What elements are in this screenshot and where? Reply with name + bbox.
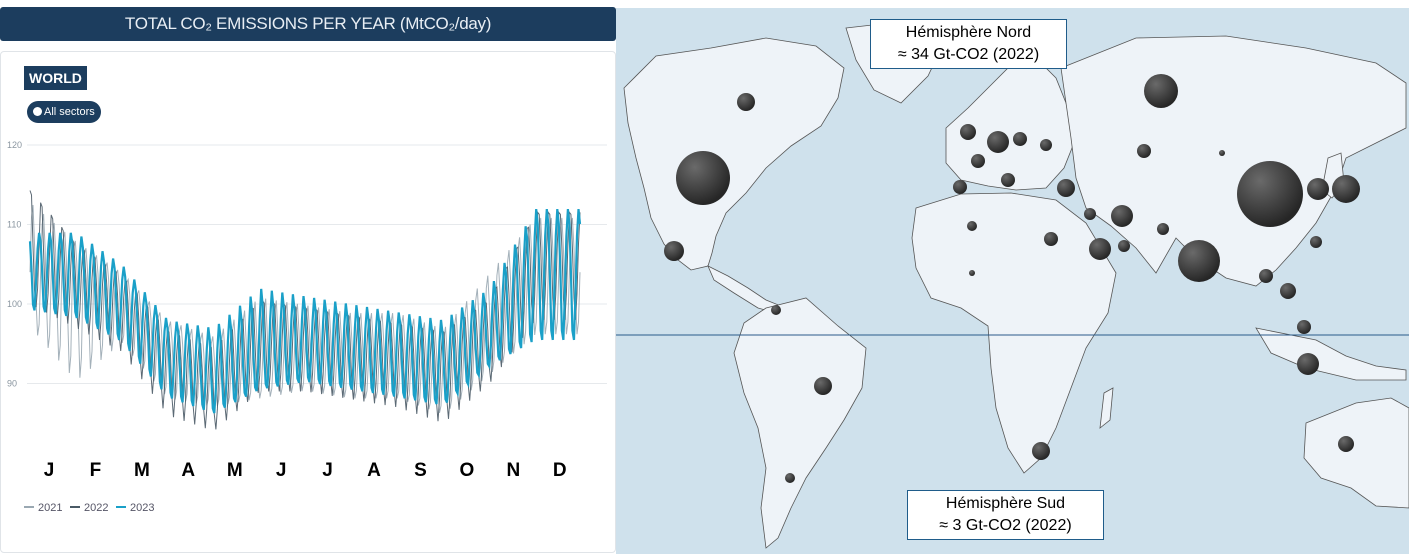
bubble-france (971, 154, 985, 168)
south-hemisphere-title: Hémisphère Sud (945, 495, 1066, 512)
bubble-uk (960, 124, 976, 140)
asia-landmass (1060, 35, 1407, 287)
bubble-australia (1338, 436, 1354, 452)
bubble-mexico (664, 241, 684, 261)
emissions-line-chart: 90 100 110 120 J F M A M J J A S O N D (7, 140, 607, 481)
south-america-landmass (733, 297, 867, 549)
bubble-malaysia (1297, 320, 1311, 334)
bubble-iran (1111, 205, 1133, 227)
bubble-pakistan (1157, 223, 1169, 235)
africa-landmass (911, 192, 1117, 474)
sector-filter-label: All sectors (44, 106, 95, 118)
series-line-2023 (28, 208, 582, 414)
europe-landmass (945, 57, 1077, 191)
south-hemisphere-label: Hémisphère Sud ≈ 3 Gt-CO2 (2022) (907, 490, 1104, 540)
bubble-japan (1332, 175, 1360, 203)
month-label: A (367, 460, 381, 481)
bubble-spain (953, 180, 967, 194)
chart-header: TOTAL CO₂ EMISSIONS PER YEAR (MtCO₂/day) (0, 7, 616, 41)
bubble-kazakhstan (1137, 144, 1151, 158)
month-label: M (134, 460, 150, 481)
legend-label: 2023 (130, 502, 155, 514)
bubble-vietnam (1280, 283, 1296, 299)
bubble-germany (987, 131, 1009, 153)
legend-swatch (70, 506, 80, 508)
bubble-taiwan (1310, 236, 1322, 248)
bubble-nigeria (969, 270, 975, 276)
chart-panel: TOTAL CO₂ EMISSIONS PER YEAR (MtCO₂/day)… (0, 0, 616, 554)
bubble-iraq (1084, 208, 1096, 220)
month-label: J (276, 460, 287, 481)
bubble-argentina (785, 473, 795, 483)
world-map-panel: Hémisphère Nord ≈ 34 Gt-CO2 (2022) Hémis… (616, 8, 1409, 554)
bubble-brazil (814, 377, 832, 395)
bubble-china (1237, 161, 1303, 227)
bubble-ukraine (1040, 139, 1052, 151)
north-america-landmass (623, 37, 845, 271)
bubble-thailand (1259, 269, 1273, 283)
month-label: J (322, 460, 333, 481)
bubble-poland (1013, 132, 1027, 146)
bubble-uae (1118, 240, 1130, 252)
month-label: O (460, 460, 475, 481)
month-label: S (414, 460, 427, 481)
globe-icon (33, 107, 42, 116)
bubble-russia (1144, 74, 1178, 108)
y-tick-label: 100 (7, 299, 22, 309)
bubble-mongolia (1219, 150, 1225, 156)
australia-landmass (1303, 397, 1409, 509)
indonesia-landmass (1255, 327, 1407, 381)
month-label: F (90, 460, 102, 481)
legend-item-2021[interactable]: 2021 (24, 502, 62, 514)
month-label: M (227, 460, 243, 481)
world-map (616, 19, 1409, 549)
north-hemisphere-title: Hémisphère Nord (905, 24, 1032, 41)
south-hemisphere-value: ≈ 3 Gt-CO2 (2022) (939, 517, 1072, 534)
bubble-turkey (1057, 179, 1075, 197)
madagascar-landmass (1099, 387, 1114, 429)
bubble-saudi-arabia (1089, 238, 1111, 260)
legend-swatch (116, 506, 126, 508)
central-america-landmass (707, 265, 782, 314)
bubble-egypt (1044, 232, 1058, 246)
month-label: A (181, 460, 195, 481)
y-tick-label: 110 (7, 220, 21, 230)
bubble-indonesia (1297, 353, 1319, 375)
month-label: J (44, 460, 55, 481)
north-hemisphere-label: Hémisphère Nord ≈ 34 Gt-CO2 (2022) (870, 19, 1067, 69)
legend-label: 2022 (84, 502, 109, 514)
legend-swatch (24, 506, 34, 508)
sector-filter-button[interactable]: All sectors (27, 101, 101, 123)
legend-item-2023[interactable]: 2023 (116, 502, 154, 514)
bubble-usa (676, 151, 730, 205)
north-hemisphere-value: ≈ 34 Gt-CO2 (2022) (897, 46, 1040, 63)
bubble-italy (1001, 173, 1015, 187)
bubble-algeria (967, 221, 977, 231)
bubble-south-africa (1032, 442, 1050, 460)
bubble-south-korea (1307, 178, 1329, 200)
bubble-venezuela (771, 305, 781, 315)
bubble-india (1178, 240, 1220, 282)
month-label: D (553, 460, 567, 481)
legend-item-2022[interactable]: 2022 (70, 502, 108, 514)
month-label: N (506, 460, 520, 481)
y-tick-label: 90 (7, 379, 17, 389)
legend-label: 2021 (38, 502, 63, 514)
bubble-canada (737, 93, 755, 111)
y-tick-label: 120 (7, 140, 22, 150)
region-badge[interactable]: WORLD (24, 66, 87, 90)
